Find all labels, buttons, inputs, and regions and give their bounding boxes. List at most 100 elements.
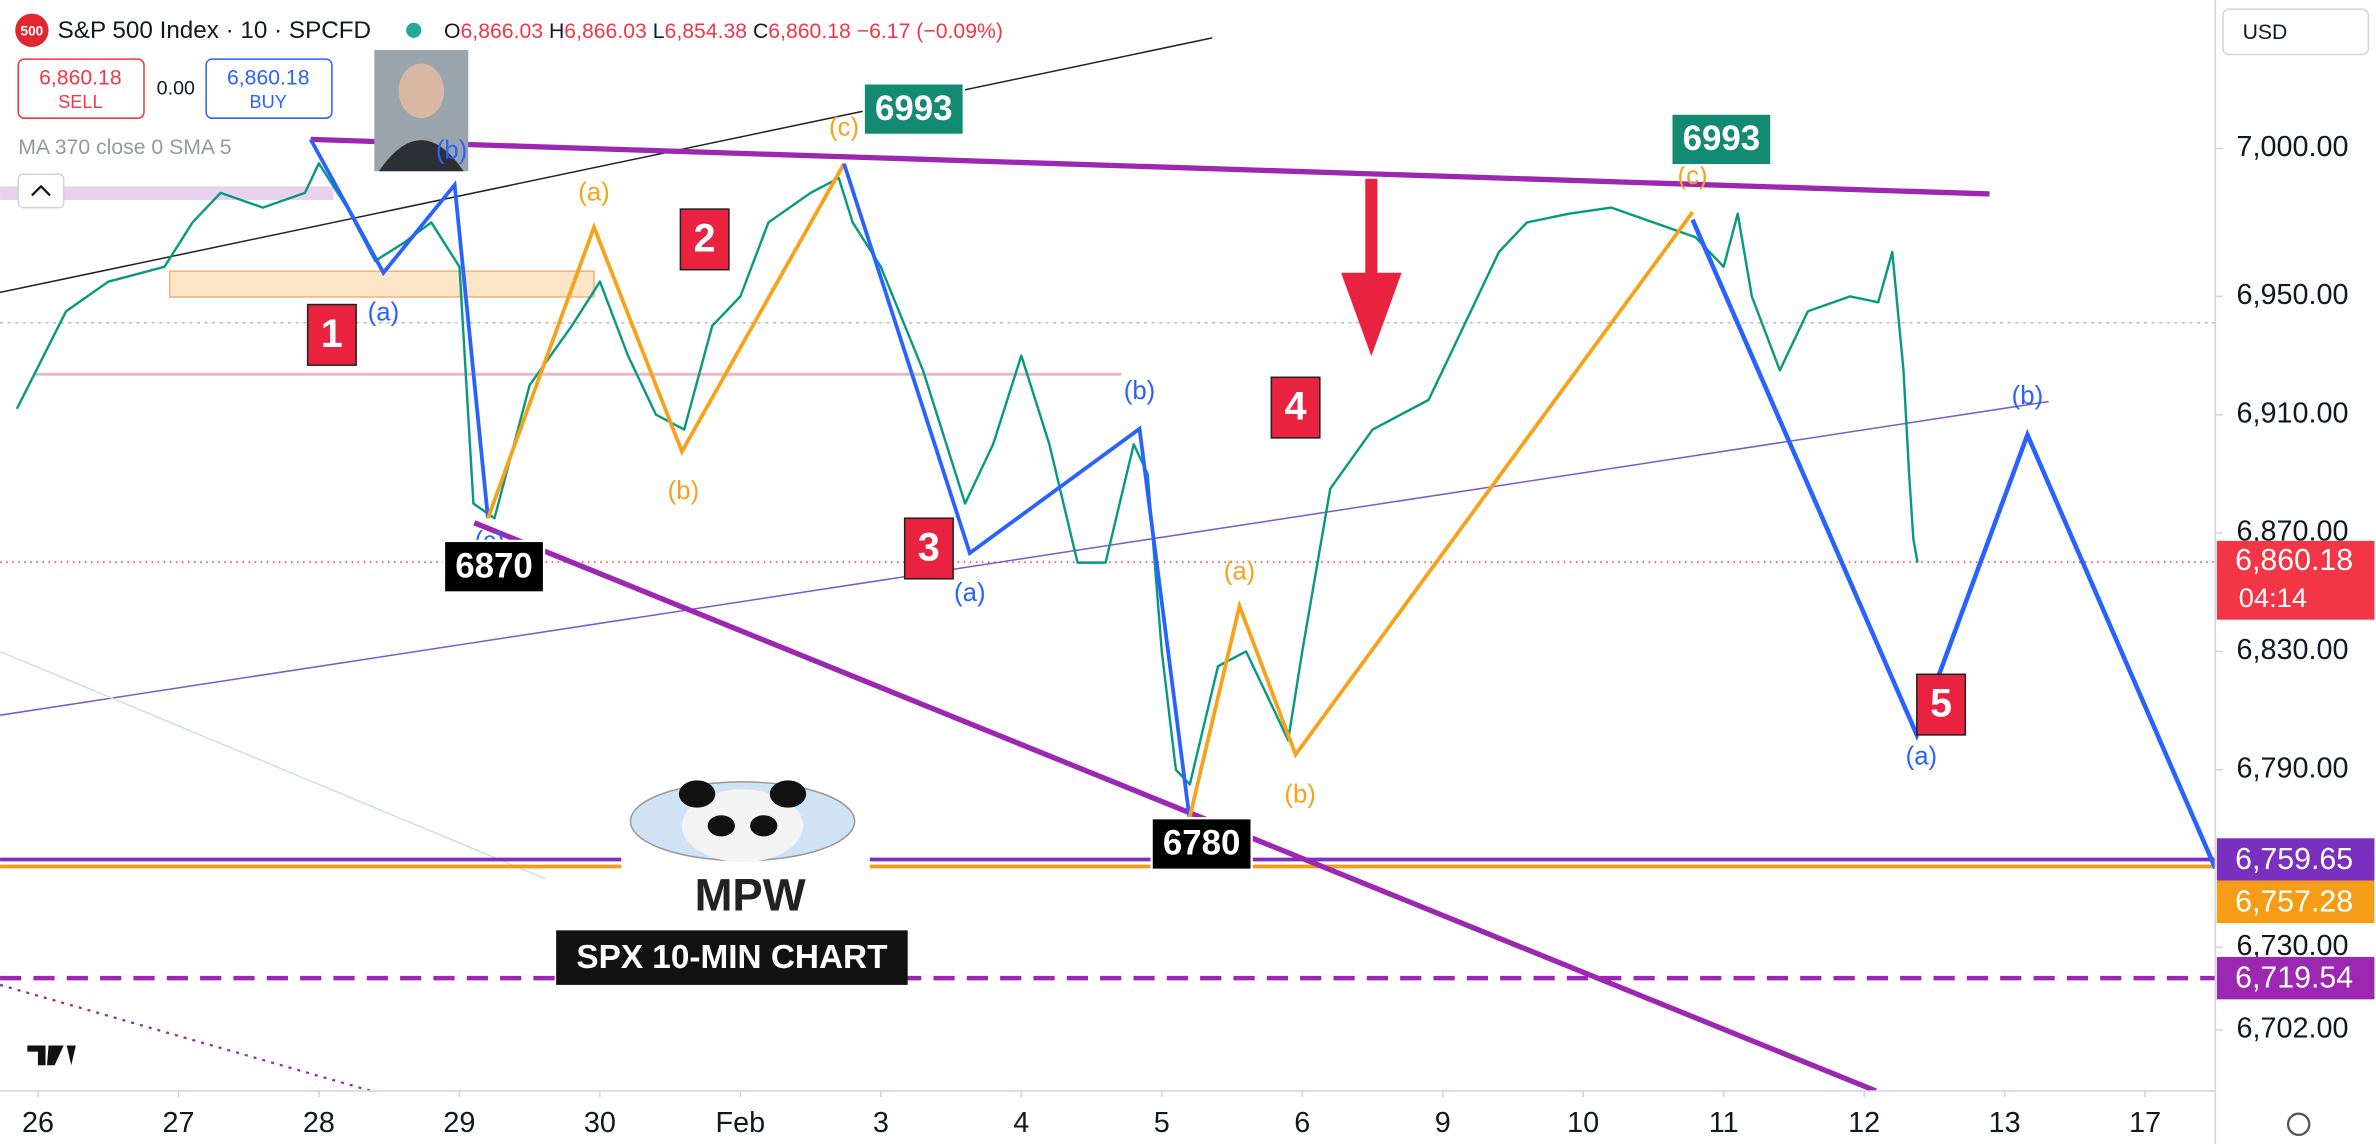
settings-icon[interactable] <box>2286 1112 2311 1137</box>
ohlc-value: 6,866.03 <box>461 19 544 42</box>
target-box <box>442 539 546 594</box>
photo-face <box>398 63 445 119</box>
x-tick-label: 29 <box>443 1107 475 1139</box>
drawings-back <box>0 37 2216 1093</box>
wave-count-box <box>679 208 730 271</box>
axis-panel <box>0 1090 2216 1144</box>
last-price-label: 6,860.18 <box>2235 544 2353 577</box>
wave-label: (a) <box>368 298 399 326</box>
sell-button[interactable] <box>17 58 145 119</box>
y-tick-label: 6,830.00 <box>2237 634 2349 666</box>
wave-count-box <box>903 517 954 580</box>
ohlc: O6,866.03 H6,866.03 L6,854.38 C6,860.18 … <box>444 19 1003 42</box>
wave-count: 5 <box>1930 682 1952 726</box>
target-box <box>1150 817 1253 871</box>
collapse-icon <box>31 184 51 197</box>
panda-ear <box>769 780 807 808</box>
buy-label: BUY <box>250 92 287 112</box>
panda-ear <box>678 780 716 808</box>
tv-logo <box>27 1045 76 1066</box>
trend-line <box>0 400 2049 716</box>
wave-line <box>1187 211 1695 819</box>
level-tag-label: 6,759.65 <box>2235 843 2353 876</box>
wave-count: 4 <box>1285 385 1307 429</box>
wave-label: (b) <box>436 136 467 164</box>
symbol-title: S&P 500 Index · 10 · SPCFD <box>58 17 371 44</box>
ohlc-change: −6.17 (−0.09%) <box>857 19 1003 42</box>
highlight-band <box>0 186 334 201</box>
trend-line <box>0 37 1213 294</box>
last-price-tag <box>2216 540 2375 620</box>
wave-label: (c) <box>829 114 859 142</box>
symbol-badge-text: 500 <box>21 23 44 38</box>
wave-line <box>1690 218 2218 870</box>
ohlc-value: 6,866.03 <box>564 19 647 42</box>
ohlc-key: O <box>444 19 461 42</box>
panda-eye <box>707 815 735 837</box>
wave-label: (a) <box>1906 742 1937 770</box>
trend-line <box>0 983 372 1093</box>
level-tag-label: 6,719.54 <box>2235 962 2353 995</box>
y-tick-label: 6,910.00 <box>2237 397 2349 429</box>
logo-name: MPW <box>695 870 806 921</box>
wave-count-box <box>1270 376 1321 439</box>
wave-count: 1 <box>321 312 343 356</box>
y-tick-label: 6,702.00 <box>2237 1013 2349 1045</box>
target-label: 6780 <box>1163 824 1241 863</box>
x-tick-label: 5 <box>1154 1107 1170 1139</box>
x-tick-label: 13 <box>1989 1107 2021 1139</box>
level-tag <box>2216 880 2375 924</box>
sell-label: SELL <box>58 92 102 112</box>
x-tick-label: 30 <box>584 1107 616 1139</box>
channel-line <box>310 136 1990 197</box>
wave-count: 2 <box>694 216 716 260</box>
target-box <box>1670 112 1773 167</box>
buy-button[interactable] <box>205 58 333 119</box>
ohlc-value: 6,860.18 <box>768 19 851 42</box>
last-price-countdown: 04:14 <box>2239 582 2307 613</box>
y-tick-label: 7,000.00 <box>2237 131 2349 163</box>
y-tick-label: 6,730.00 <box>2237 930 2349 962</box>
x-tick-label: 9 <box>1435 1107 1451 1139</box>
x-tick-label: Feb <box>716 1107 766 1139</box>
level-tag <box>2216 838 2375 881</box>
annotations: (b)(a)(c)(b)(a)(c)(b)(a)(a)(b)(c)(a)(b)(… <box>306 82 2043 871</box>
spread: 0.00 <box>157 78 195 100</box>
market-status <box>406 22 422 38</box>
sell-price: 6,860.18 <box>39 66 122 89</box>
price-levels <box>0 561 2216 981</box>
caption-box <box>556 930 908 985</box>
wave-label: (a) <box>578 179 609 207</box>
wave-line <box>842 163 1192 819</box>
panda-eye <box>750 815 778 837</box>
x-tick-label: 3 <box>873 1107 889 1139</box>
ohlc-key: C <box>753 19 768 42</box>
logo-caption: SPX 10-MIN CHART <box>576 939 887 976</box>
wave-label: (b) <box>1284 780 1315 808</box>
wave-line <box>309 138 490 519</box>
x-tick-label: 4 <box>1013 1107 1029 1139</box>
target-box <box>862 82 965 136</box>
currency-button[interactable] <box>2222 8 2370 56</box>
y-tick-label: 6,790.00 <box>2237 752 2349 784</box>
wave-label: (a) <box>954 579 985 607</box>
buy-price: 6,860.18 <box>227 66 310 89</box>
collapse-button[interactable] <box>17 173 65 209</box>
arrow-shaft <box>1365 178 1378 276</box>
panda-face <box>681 789 804 863</box>
channel-line <box>473 520 1877 1094</box>
level-tag <box>2216 956 2375 1000</box>
wave-drawings <box>309 136 2218 1094</box>
wave-label: (b) <box>2012 382 2043 410</box>
level-tag-label: 6,757.28 <box>2235 885 2353 918</box>
x-tick-label: 17 <box>2129 1107 2161 1139</box>
arrow-head <box>1341 272 1402 357</box>
wave-count-box <box>306 303 357 366</box>
x-tick-label: 10 <box>1567 1107 1599 1139</box>
wave-label: (c) <box>1678 162 1708 190</box>
x-tick-label: 27 <box>162 1107 194 1139</box>
x-tick-label: 26 <box>22 1107 54 1139</box>
symbol-badge <box>15 13 49 47</box>
